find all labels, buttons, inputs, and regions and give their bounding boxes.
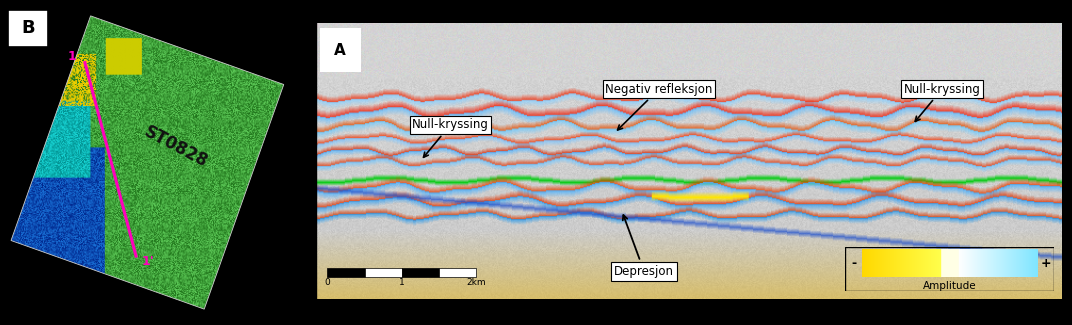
- FancyBboxPatch shape: [319, 28, 361, 72]
- FancyBboxPatch shape: [9, 10, 48, 47]
- Text: Null-kryssing: Null-kryssing: [412, 119, 489, 157]
- Text: 1': 1': [142, 255, 154, 268]
- Text: A: A: [334, 43, 346, 58]
- Text: Null-kryssing: Null-kryssing: [904, 83, 981, 122]
- Text: 1: 1: [317, 7, 326, 22]
- Text: ST0828: ST0828: [140, 123, 211, 171]
- Text: Depresjon: Depresjon: [614, 215, 674, 278]
- Text: Negativ refleksjon: Negativ refleksjon: [606, 83, 713, 130]
- Text: 1': 1': [1046, 7, 1059, 22]
- Text: 1: 1: [68, 49, 76, 62]
- Text: B: B: [21, 19, 35, 37]
- Text: ms: ms: [278, 314, 297, 325]
